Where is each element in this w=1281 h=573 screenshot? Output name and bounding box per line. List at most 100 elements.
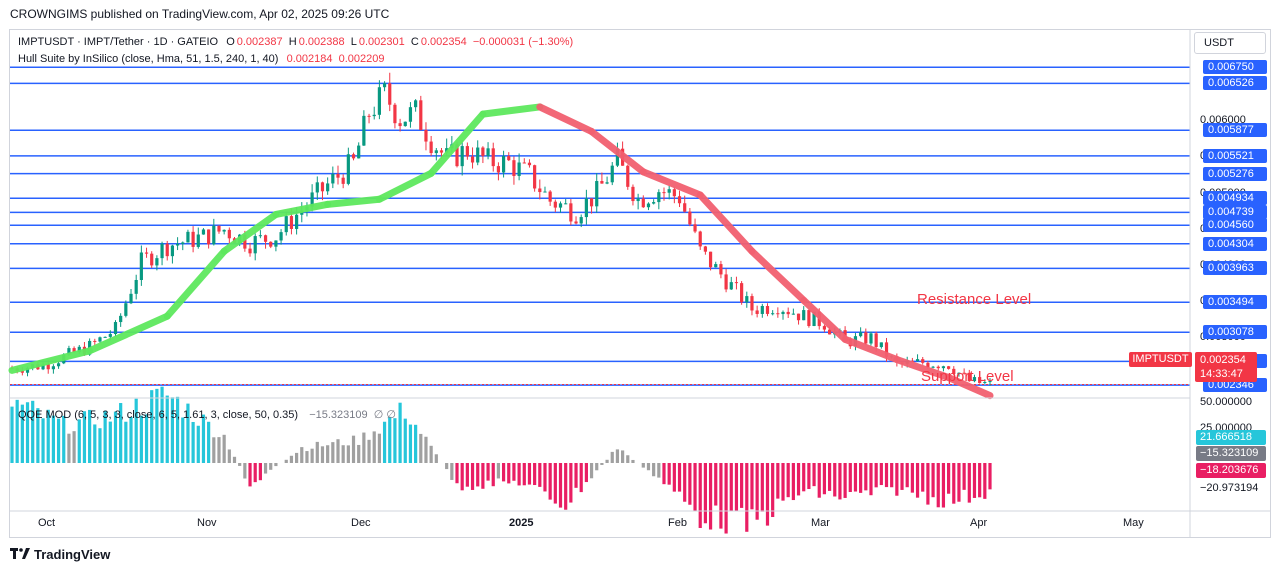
candle-body — [564, 203, 568, 205]
qqe-bar — [827, 463, 832, 491]
hull-segment — [272, 200, 332, 218]
qqe-bar — [853, 463, 858, 492]
qqe-bar — [232, 456, 237, 463]
qqe-bar — [952, 463, 956, 504]
qqe-bar — [341, 445, 345, 463]
candle-body — [533, 165, 537, 189]
candle-body — [414, 100, 418, 108]
candle-body — [455, 144, 459, 167]
qqe-bar — [315, 441, 319, 463]
hull-segment — [841, 335, 901, 364]
qqe-bar — [243, 463, 247, 479]
candle-body — [884, 342, 889, 357]
candle-body — [160, 243, 164, 259]
qqe-bar — [626, 455, 630, 463]
candle-body — [175, 243, 180, 246]
qqe-bar — [186, 403, 190, 463]
qqe-bar — [740, 463, 744, 508]
candle-body — [357, 145, 361, 159]
candle-body — [610, 165, 614, 183]
candle-body — [56, 363, 61, 367]
qqe-bar — [802, 463, 806, 492]
candle-body — [517, 162, 521, 177]
qqe-tick-50: 50.000000 — [1200, 396, 1252, 408]
hull-segment — [748, 247, 808, 304]
tradingview-logo-text: TradingView — [34, 547, 111, 562]
candle-body — [212, 225, 216, 245]
qqe-bar — [170, 397, 175, 463]
qqe-bar — [501, 463, 506, 482]
qqe-bar — [88, 409, 92, 463]
time-tick: Apr — [970, 517, 988, 529]
qqe-bar — [895, 463, 899, 496]
qqe-bar — [31, 400, 35, 463]
candle-body — [207, 229, 211, 245]
qqe-legend: QQE MOD (6, 5, 3, 3, close, 6, 5, 1.61, … — [18, 408, 396, 421]
candle-body — [144, 252, 149, 254]
qqe-bar — [708, 463, 713, 530]
symbol-price-tag: IMPTUSDT — [1129, 352, 1192, 367]
qqe-bar — [915, 463, 920, 498]
qqe-bar — [569, 463, 573, 503]
qqe-bar — [455, 463, 459, 484]
tradingview-logo[interactable]: TradingView — [10, 547, 110, 562]
currency-button[interactable]: USDT — [1194, 32, 1266, 54]
qqe-bar — [698, 463, 702, 528]
qqe-bar — [848, 463, 852, 493]
qqe-bar — [926, 463, 930, 505]
qqe-bar — [527, 463, 532, 485]
qqe-bar — [517, 463, 521, 486]
time-tick: Feb — [668, 517, 687, 529]
candle-body — [119, 315, 123, 323]
qqe-bar — [175, 396, 180, 463]
candle-body — [962, 372, 966, 374]
qqe-bar — [941, 463, 946, 508]
candle-body — [362, 115, 366, 146]
hull-segment — [220, 210, 280, 255]
qqe-bar — [947, 463, 951, 494]
qqe-bar — [129, 416, 133, 463]
qqe-bar — [843, 463, 847, 498]
qqe-bar — [377, 433, 381, 463]
candle-body — [952, 368, 956, 374]
qqe-bar — [460, 463, 464, 491]
candle-body — [341, 177, 345, 184]
candle-body — [98, 337, 102, 342]
qqe-bar — [838, 463, 842, 500]
level-label: 0.006750 — [1203, 60, 1267, 75]
candle-body — [108, 334, 112, 337]
level-label: 0.003078 — [1203, 325, 1267, 340]
qqe-bar — [967, 463, 971, 503]
qqe-bar — [936, 463, 940, 508]
candle-body — [626, 165, 630, 187]
qqe-bar — [978, 463, 982, 498]
candle-body — [957, 372, 961, 374]
symbol-name: IMPTUSDT · IMPT/Tether · 1D · GATEIO — [18, 36, 219, 48]
candle-body — [351, 154, 356, 159]
candle-body — [807, 310, 811, 326]
qqe-bar — [683, 463, 687, 502]
candle-body — [46, 364, 50, 370]
qqe-bar — [465, 463, 469, 487]
candle-body — [41, 364, 45, 370]
time-tick: Dec — [351, 517, 371, 529]
candle-body — [196, 234, 200, 247]
qqe-bar — [263, 463, 268, 474]
qqe-bar — [119, 403, 123, 463]
candle-body — [538, 188, 542, 193]
qqe-bar — [300, 447, 304, 463]
qqe-bar — [584, 463, 588, 483]
qqe-bar — [367, 439, 371, 463]
qqe-bar — [910, 463, 914, 493]
time-tick: May — [1123, 517, 1144, 529]
candle-body — [269, 241, 273, 247]
qqe-bar — [212, 437, 216, 463]
candle-body — [698, 231, 702, 247]
qqe-bar — [326, 445, 330, 463]
qqe-bar — [25, 402, 30, 463]
qqe-bar — [62, 415, 66, 463]
candle-body — [289, 216, 294, 229]
level-label: 0.006526 — [1203, 76, 1267, 91]
candle-body — [326, 183, 330, 192]
